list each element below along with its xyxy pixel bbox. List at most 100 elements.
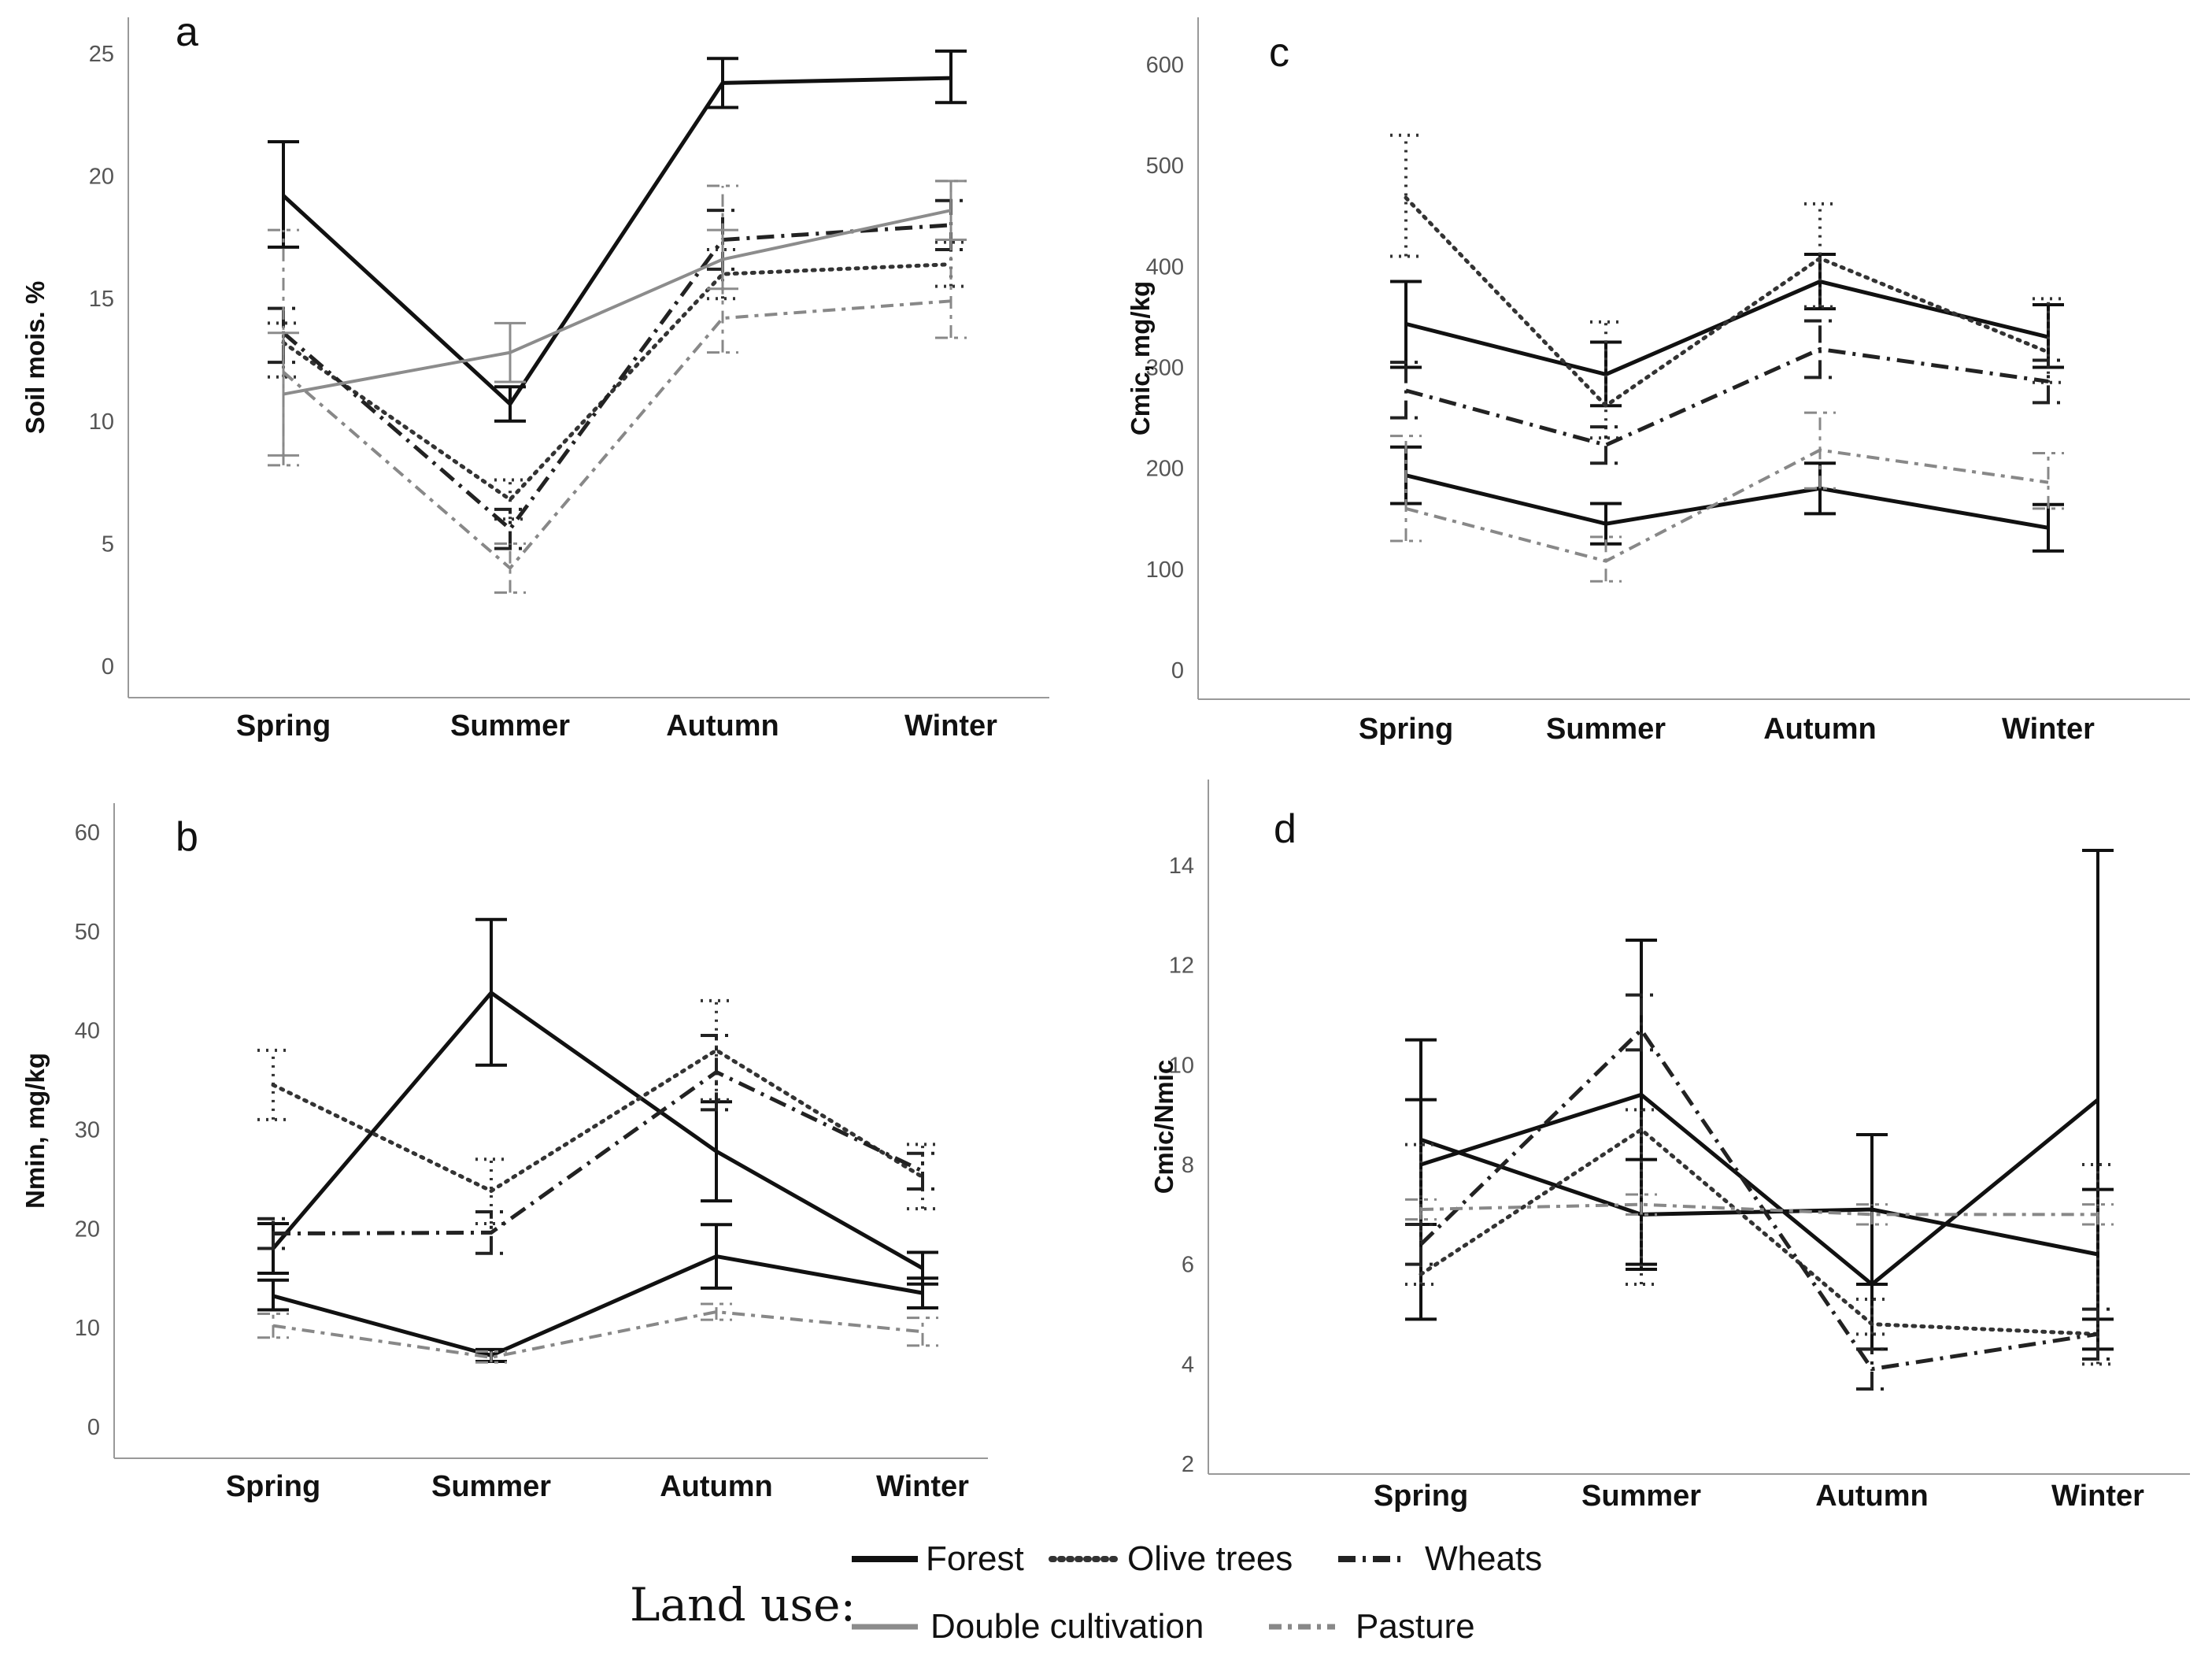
data-point xyxy=(1604,403,1608,408)
data-point xyxy=(508,497,512,502)
y-tick-label: 100 xyxy=(1146,557,1184,583)
data-point xyxy=(2095,1098,2100,1102)
y-tick-label: 30 xyxy=(75,1118,100,1143)
series-line xyxy=(1405,346,2049,447)
error-bar xyxy=(1626,993,1657,1052)
data-point xyxy=(1870,1367,1874,1372)
series-wheat xyxy=(1390,319,2064,465)
error-bar xyxy=(2082,1163,2114,1366)
series-line xyxy=(282,76,952,407)
data-point xyxy=(1639,1092,1644,1097)
chart-panel-d: 2 4 6 8 10 12 14 Spring Summer Autumn Winter Cmic/N… xyxy=(1149,780,2190,1513)
data-point xyxy=(920,1291,925,1295)
data-point xyxy=(1419,1137,1423,1142)
x-tick-label: Summer xyxy=(1581,1480,1701,1513)
error-bar xyxy=(1626,1193,1657,1216)
data-point xyxy=(1604,521,1608,526)
data-point xyxy=(1818,256,1822,261)
data-point xyxy=(489,1189,494,1194)
error-bar xyxy=(494,507,526,550)
data-point xyxy=(2095,1252,2100,1257)
x-tick-label: Winter xyxy=(876,1470,969,1503)
y-tick-label: 20 xyxy=(89,165,114,190)
data-point xyxy=(1404,506,1408,511)
data-point xyxy=(949,76,953,80)
error-bar xyxy=(2033,451,2064,510)
data-point xyxy=(508,566,512,571)
series-line xyxy=(283,209,952,396)
series-olive xyxy=(1390,133,2064,440)
data-point xyxy=(2095,1212,2100,1217)
data-point xyxy=(1604,443,1608,447)
y-tick-label: 10 xyxy=(1169,1053,1194,1078)
x-tick-label: Summer xyxy=(431,1470,551,1503)
y-tick-label: 40 xyxy=(75,1019,100,1044)
error-bar xyxy=(701,1302,732,1321)
series-pasture xyxy=(1405,1193,2114,1226)
legend-item-forest: Forest xyxy=(852,1539,1024,1578)
series-olive xyxy=(1405,1108,2114,1366)
panel-letter-b: b xyxy=(176,814,198,860)
error-bar xyxy=(2082,1307,2114,1361)
y-tick-label: 200 xyxy=(1146,457,1184,482)
y-tick-label: 2 xyxy=(1182,1452,1194,1477)
x-tick-label: Winter xyxy=(2002,713,2095,746)
error-bar xyxy=(1590,425,1622,465)
data-point xyxy=(271,1083,276,1087)
legend-item-wheat: Wheats xyxy=(1338,1539,1542,1578)
data-point xyxy=(271,1324,276,1328)
error-bar xyxy=(475,1350,507,1364)
error-bar xyxy=(475,1209,507,1255)
y-tick-label: 15 xyxy=(89,287,114,312)
panel-letter-c: c xyxy=(1269,30,1289,76)
error-bar xyxy=(1856,1347,1888,1391)
error-bar xyxy=(257,1278,289,1312)
error-bar xyxy=(1390,133,1422,258)
data-point xyxy=(2095,1332,2100,1336)
series-wheat xyxy=(268,198,967,550)
data-point xyxy=(1818,346,1822,351)
error-bar xyxy=(268,140,299,249)
x-tick-label: Autumn xyxy=(1815,1480,1929,1513)
error-bar xyxy=(1590,320,1622,440)
x-tick-label: Autumn xyxy=(666,709,779,743)
series-line xyxy=(282,223,952,532)
data-point xyxy=(920,1266,925,1271)
error-bar xyxy=(268,228,299,467)
x-tick-label: Summer xyxy=(1546,713,1666,746)
legend-label: Double cultivation xyxy=(930,1607,1204,1646)
error-bar xyxy=(2033,297,2064,384)
legend-label: Wheats xyxy=(1425,1539,1542,1578)
series-olive xyxy=(257,998,938,1226)
data-point xyxy=(508,527,512,531)
data-point xyxy=(1404,388,1408,393)
data-point xyxy=(714,1070,719,1075)
error-bar xyxy=(2033,358,2064,405)
data-point xyxy=(2046,525,2051,530)
x-tick-label: Spring xyxy=(226,1470,320,1503)
data-point xyxy=(489,1230,494,1235)
x-tick-label: Spring xyxy=(1374,1480,1468,1513)
y-axis-title-b: Nmin, mg/kg xyxy=(20,1053,50,1209)
series-line xyxy=(1420,1137,2099,1257)
y-tick-label: 25 xyxy=(89,42,114,67)
chart-panel-b: 0 10 20 30 40 50 60 Spring Summer Autumn Winter Nmi… xyxy=(20,803,988,1503)
legend: Land use: Forest Olive trees Wheats Double … xyxy=(630,1539,1542,1646)
y-tick-label: 0 xyxy=(87,1415,100,1440)
data-point xyxy=(1419,1272,1423,1276)
y-tick-label: 60 xyxy=(75,820,100,846)
legend-label: Forest xyxy=(926,1539,1024,1578)
y-tick-label: 0 xyxy=(102,654,114,680)
series-forest xyxy=(1405,1098,2114,1321)
data-point xyxy=(1404,321,1408,326)
data-point xyxy=(281,370,286,375)
panel-letter-a: a xyxy=(176,9,198,55)
series-olive xyxy=(268,240,967,521)
series-line xyxy=(272,1310,923,1359)
data-point xyxy=(720,316,725,320)
data-point xyxy=(1870,1322,1874,1327)
series-line xyxy=(1420,1092,2099,1287)
data-point xyxy=(489,1355,494,1360)
error-bar xyxy=(935,49,967,105)
